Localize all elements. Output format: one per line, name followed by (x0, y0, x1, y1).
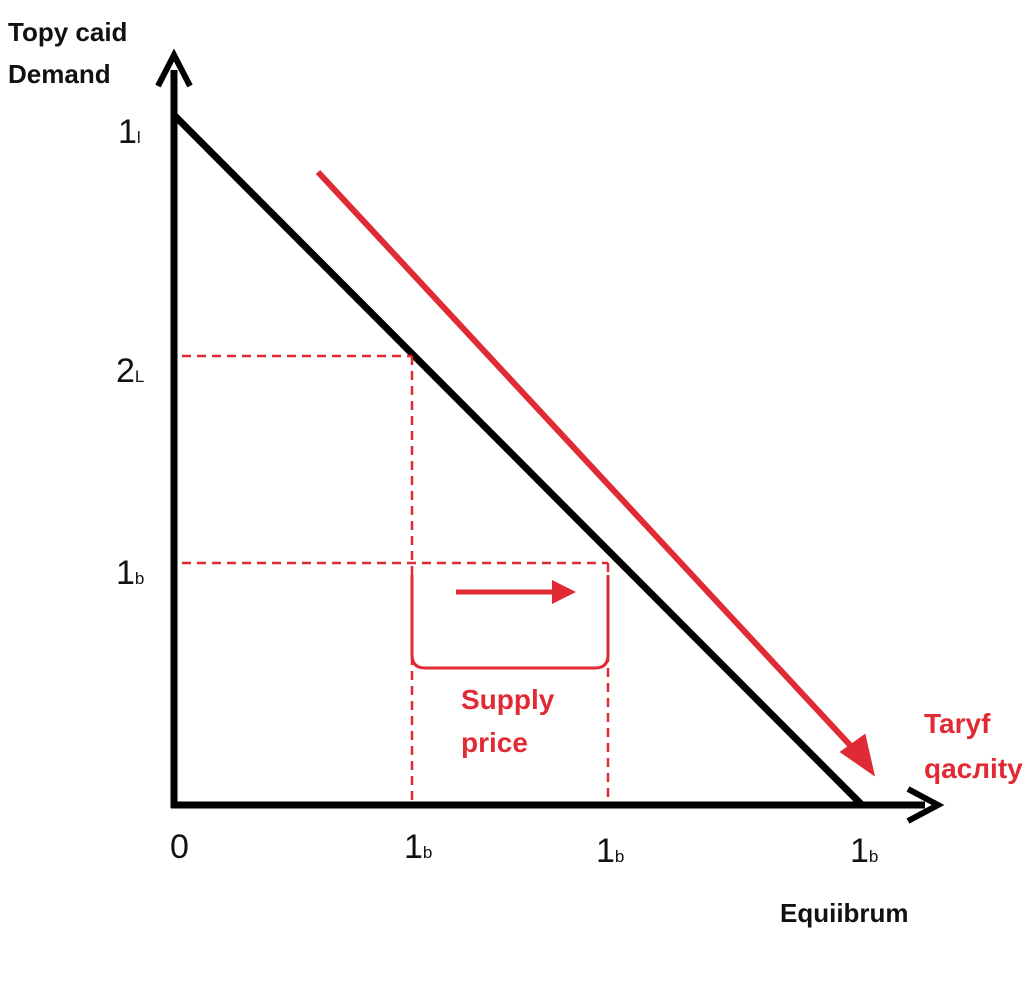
y-tick-label: 1l (118, 113, 141, 151)
x-tick-label: 1b (596, 832, 624, 870)
bracket-label: price (461, 727, 528, 758)
x-tick-label: 0 (170, 828, 189, 866)
shift-arrow (315, 169, 865, 761)
curve-label: qaслity (924, 753, 1023, 784)
x-axis-arrow (906, 786, 945, 824)
curve-label: Taryf (924, 708, 991, 739)
y-tick-label: 2L (116, 352, 144, 390)
x-tick-label: 1b (404, 828, 432, 866)
y-axis-arrow (155, 48, 193, 88)
bracket-label: Supply (461, 684, 555, 715)
demand-line (171, 112, 865, 808)
small-arrow-head (552, 580, 576, 604)
y-axis-title: Demand (8, 59, 111, 89)
bracket (410, 575, 610, 670)
x-axis-title: Equiibrum (780, 898, 909, 928)
shift-arrow-head (839, 733, 876, 777)
y-axis-title: Topy caid (8, 17, 127, 47)
y-tick-label: 1b (116, 554, 144, 592)
x-tick-label: 1b (850, 832, 878, 870)
